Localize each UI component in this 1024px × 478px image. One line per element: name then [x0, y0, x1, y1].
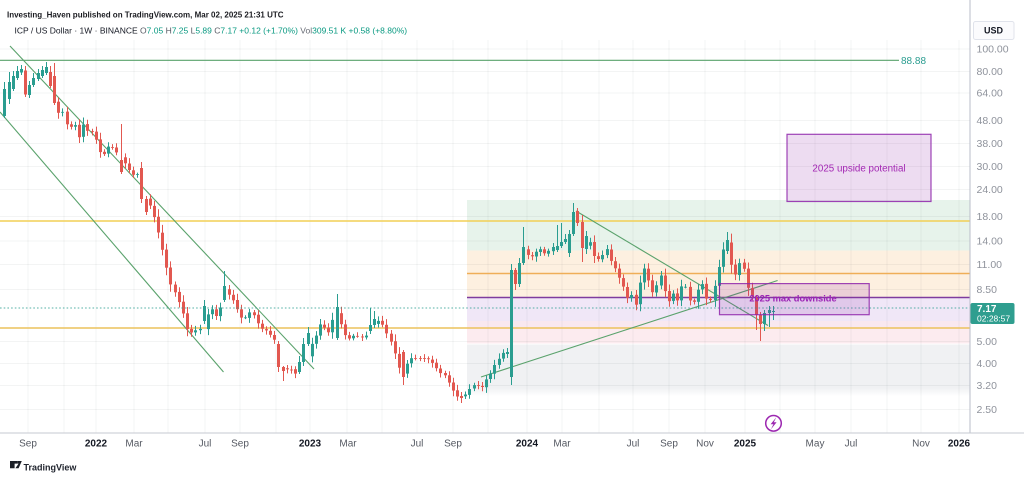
- svg-text:Mar: Mar: [553, 439, 571, 450]
- svg-text:USD: USD: [984, 26, 1004, 36]
- svg-text:2.50: 2.50: [977, 404, 998, 416]
- svg-text:Jul: Jul: [627, 439, 640, 450]
- svg-text:5.00: 5.00: [977, 336, 998, 348]
- svg-text:Sep: Sep: [660, 439, 678, 450]
- svg-text:Nov: Nov: [696, 439, 714, 450]
- svg-text:2022: 2022: [85, 439, 108, 450]
- svg-text:64.00: 64.00: [977, 88, 1003, 100]
- svg-text:2024: 2024: [516, 439, 539, 450]
- svg-text:88.88: 88.88: [901, 56, 926, 67]
- svg-text:8.50: 8.50: [977, 284, 998, 296]
- svg-text:100.00: 100.00: [977, 44, 1009, 56]
- svg-text:7.17: 7.17: [977, 304, 997, 315]
- svg-text:2025 upside potential: 2025 upside potential: [812, 164, 905, 175]
- svg-text:Mar: Mar: [339, 439, 357, 450]
- svg-text:Sep: Sep: [19, 439, 37, 450]
- svg-text:May: May: [806, 439, 825, 450]
- svg-text:TradingView: TradingView: [24, 463, 78, 473]
- svg-text:Jul: Jul: [411, 439, 424, 450]
- svg-text:30.00: 30.00: [977, 161, 1003, 173]
- svg-text:18.00: 18.00: [977, 211, 1003, 223]
- svg-text:2023: 2023: [299, 439, 322, 450]
- svg-text:2025: 2025: [734, 439, 757, 450]
- svg-text:Investing_Haven published on T: Investing_Haven published on TradingView…: [7, 11, 284, 20]
- svg-text:ICP / US Dollar · 1W · BINANCE: ICP / US Dollar · 1W · BINANCE O7.05 H7.…: [15, 26, 408, 36]
- svg-text:Mar: Mar: [125, 439, 143, 450]
- svg-text:Sep: Sep: [444, 439, 462, 450]
- svg-text:4.00: 4.00: [977, 358, 998, 370]
- svg-text:80.00: 80.00: [977, 66, 1003, 78]
- svg-text:Sep: Sep: [231, 439, 249, 450]
- svg-text:3.20: 3.20: [977, 380, 998, 392]
- svg-text:11.00: 11.00: [977, 259, 1003, 271]
- svg-text:02:28:57: 02:28:57: [977, 314, 1010, 324]
- svg-text:Jul: Jul: [845, 439, 858, 450]
- svg-text:2025 max downside: 2025 max downside: [749, 293, 836, 303]
- svg-text:24.00: 24.00: [977, 184, 1003, 196]
- svg-text:38.00: 38.00: [977, 138, 1003, 150]
- svg-text:Nov: Nov: [912, 439, 930, 450]
- svg-text:Jul: Jul: [199, 439, 212, 450]
- svg-text:48.00: 48.00: [977, 115, 1003, 127]
- svg-text:14.00: 14.00: [977, 236, 1003, 248]
- svg-text:2026: 2026: [948, 439, 971, 450]
